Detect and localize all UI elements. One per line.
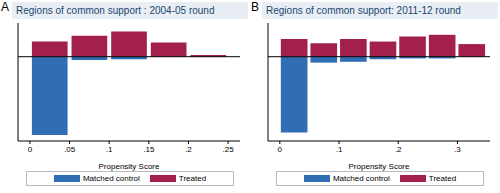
svg-text:0: 0	[278, 145, 283, 154]
svg-text:.2: .2	[395, 145, 402, 154]
svg-text:0: 0	[28, 145, 33, 154]
html-text:Matched control: Matched control	[82, 174, 140, 183]
html-text:Regions of common support: 201: Regions of common support: 2011-12 round	[266, 5, 461, 16]
svg-text:.2: .2	[185, 145, 192, 154]
svg-text:.3: .3	[454, 145, 461, 154]
svg-text:.1: .1	[106, 145, 113, 154]
svg-text:.05: .05	[64, 145, 76, 154]
html-text:A: A	[1, 0, 9, 14]
html-text:Regions of common support : 20: Regions of common support : 2004-05 roun…	[16, 5, 215, 16]
html-text:Treated: Treated	[178, 174, 207, 183]
svg-text:.25: .25	[223, 145, 235, 154]
svg-text:Propensity Score: Propensity Score	[99, 162, 160, 171]
svg-text:.15: .15	[143, 145, 155, 154]
html-text:Treated: Treated	[428, 174, 457, 183]
html-text:B: B	[251, 0, 259, 14]
svg-text:.1: .1	[336, 145, 343, 154]
svg-text:Propensity Score: Propensity Score	[349, 162, 410, 171]
html-text:Matched control: Matched control	[332, 174, 390, 183]
